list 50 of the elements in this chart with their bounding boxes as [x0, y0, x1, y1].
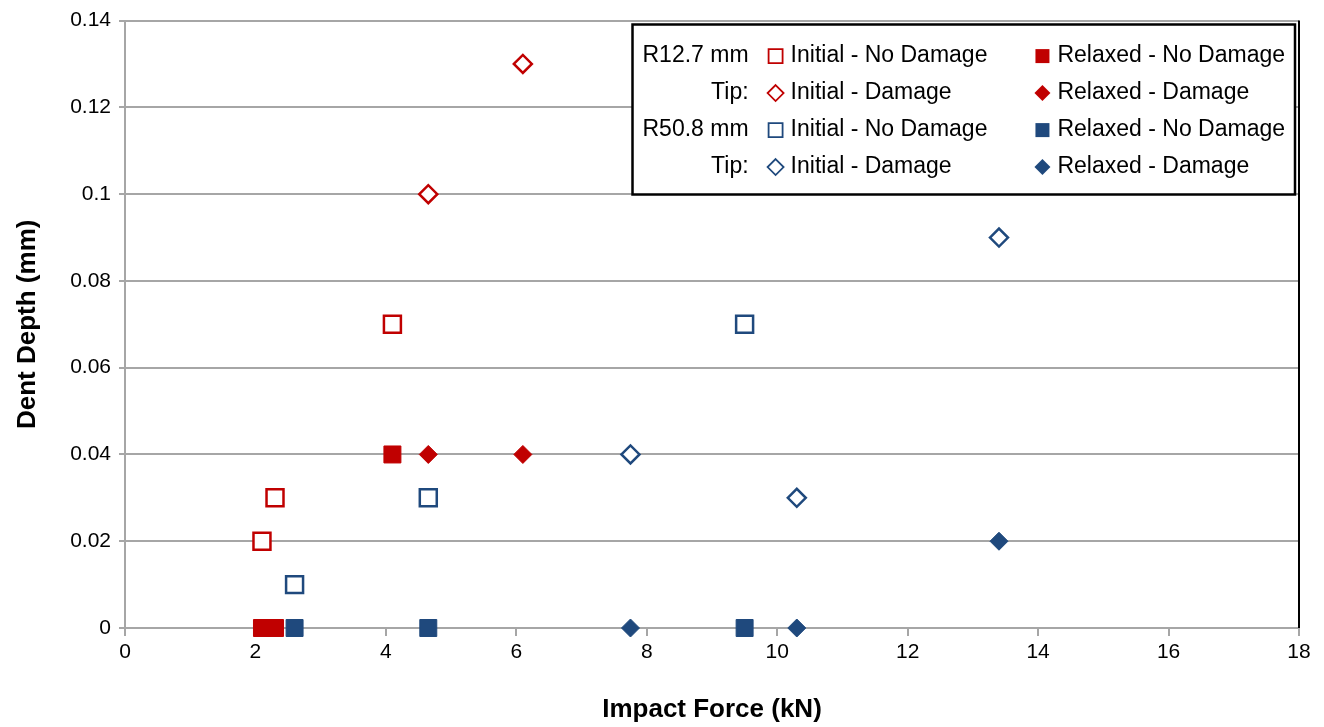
point	[620, 618, 640, 638]
x-tick-label: 12	[895, 639, 920, 663]
legend-label: Relaxed - Damage	[1057, 152, 1250, 179]
x-tick-label: 10	[765, 639, 789, 663]
y-tick-label: 0.08	[70, 267, 111, 291]
y-tick-label: 0.14	[70, 7, 112, 31]
x-tick-label: 8	[640, 639, 653, 663]
point	[735, 619, 754, 637]
y-tick-label: 0.04	[70, 441, 112, 465]
point	[383, 445, 402, 464]
legend-label: Relaxed - No Damage	[1057, 41, 1286, 68]
point	[787, 618, 807, 638]
legend-label: Relaxed - No Damage	[1057, 115, 1286, 142]
x-tick-label: 0	[119, 639, 131, 663]
point	[620, 444, 641, 465]
x-tick-label: 4	[380, 639, 393, 663]
point	[419, 619, 438, 637]
x-tick-label: 16	[1156, 639, 1181, 663]
x-tick-label: 6	[510, 639, 523, 663]
y-tick-label: 0.1	[81, 180, 111, 204]
x-tick-label: 14	[1026, 639, 1051, 663]
legend-label: Relaxed - Damage	[1057, 78, 1250, 105]
point	[988, 227, 1010, 248]
y-tick-label: 0	[99, 614, 111, 638]
point	[734, 314, 755, 335]
point	[418, 183, 439, 205]
legend-label: Initial - Damage	[790, 78, 952, 105]
x-tick-label: 18	[1287, 639, 1311, 663]
point	[382, 314, 403, 335]
point	[418, 488, 439, 508]
annotation: R50.8 mm Tip:	[642, 115, 749, 179]
point	[513, 444, 533, 464]
point	[786, 487, 808, 509]
y-axis-title: Dent Depth (mm)	[10, 219, 41, 430]
point	[265, 488, 285, 508]
annotation: R12.7 mm Tip:	[642, 41, 749, 105]
x-axis-title: Impact Force (kN)	[602, 692, 822, 723]
point	[284, 574, 305, 595]
legend-label: Initial - No Damage	[790, 115, 988, 142]
y-tick-label: 0.06	[70, 354, 111, 378]
x-tick-label: 2	[249, 639, 262, 663]
point	[252, 531, 272, 551]
point	[989, 531, 1009, 551]
y-tick-label: 0.12	[70, 94, 111, 118]
point	[418, 444, 438, 464]
y-tick-label: 0.02	[70, 528, 111, 552]
point	[285, 619, 304, 637]
point	[512, 53, 534, 75]
legend-label: Initial - Damage	[790, 152, 952, 179]
legend-label: Initial - No Damage	[790, 41, 988, 68]
